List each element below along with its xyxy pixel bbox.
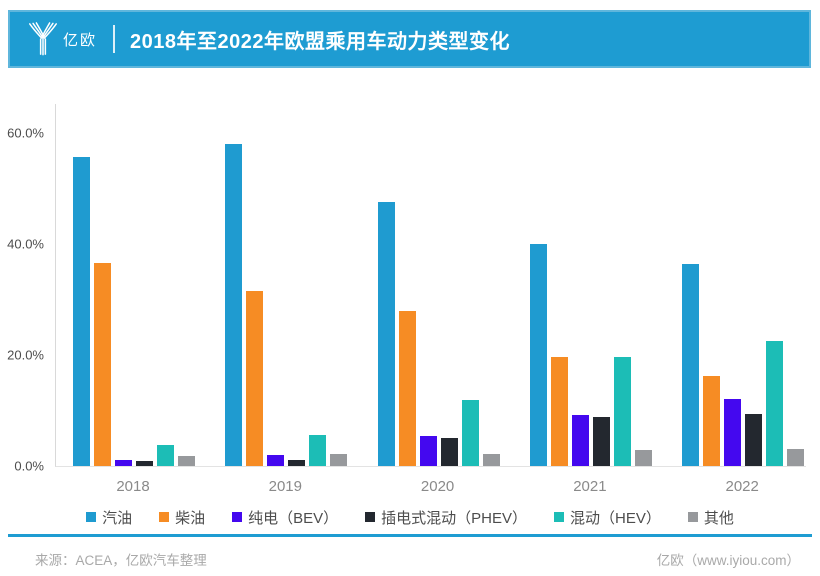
legend-label: 插电式混动（PHEV） (381, 509, 528, 527)
legend-swatch-icon (159, 512, 170, 522)
x-tick-label-2020: 2020 (420, 478, 455, 495)
bar-纯电（BEV）-2020 (419, 436, 437, 466)
bar-汽油-2019 (225, 143, 243, 466)
legend-swatch-icon (687, 512, 698, 522)
legend-label: 其他 (703, 509, 734, 527)
bar-纯电（BEV）-2018 (115, 460, 132, 466)
y-tick-label-20: 20.0% (7, 347, 44, 363)
bar-其他-2021 (634, 450, 652, 466)
bar-纯电（BEV）-2019 (267, 455, 285, 466)
legend-swatch-icon (232, 512, 243, 522)
y-tick-label-40: 40.0% (7, 236, 44, 252)
bar-插电式混动（PHEV）-2020 (440, 437, 458, 466)
legend-item-汽油: 汽油 (86, 507, 132, 528)
legend-swatch-icon (86, 512, 97, 522)
bar-纯电（BEV）-2021 (571, 415, 589, 466)
bar-混动（HEV）-2021 (613, 356, 631, 466)
bar-汽油-2021 (529, 243, 547, 466)
bar-chart-plot-area (55, 104, 806, 467)
footer: 来源：ACEA，亿欧汽车整理 亿欧（www.iyiou.com） (35, 549, 800, 569)
legend-label: 混动（HEV） (570, 509, 661, 527)
bar-柴油-2018 (94, 263, 111, 466)
bar-混动（HEV）-2020 (461, 399, 479, 466)
bar-汽油-2022 (682, 263, 700, 466)
bar-其他-2022 (787, 449, 805, 466)
x-tick-label-2018: 2018 (116, 478, 150, 495)
x-tick-label-2019: 2019 (268, 478, 302, 495)
bar-柴油-2020 (398, 310, 416, 466)
legend-swatch-icon (365, 512, 376, 522)
bar-汽油-2018 (73, 156, 90, 466)
legend-item-插电式混动（PHEV）: 插电式混动（PHEV） (365, 507, 527, 528)
credit-text: 亿欧（www.iyiou.com） (656, 553, 800, 568)
source-text: 来源：ACEA，亿欧汽车整理 (35, 553, 207, 568)
bar-混动（HEV）-2019 (309, 434, 327, 466)
legend-item-混动（HEV）: 混动（HEV） (554, 507, 661, 528)
bar-插电式混动（PHEV）-2022 (745, 414, 763, 466)
header-banner: 亿欧 2018年至2022年欧盟乘用车动力类型变化 (8, 10, 811, 68)
bar-混动（HEV）-2022 (766, 340, 784, 466)
page-title: 2018年至2022年欧盟乘用车动力类型变化 (130, 30, 510, 53)
bar-汽油-2020 (377, 202, 395, 466)
bar-纯电（BEV）-2022 (724, 398, 742, 466)
footer-divider-line (8, 534, 812, 537)
bar-其他-2019 (330, 454, 348, 466)
legend-swatch-icon (554, 512, 565, 522)
x-tick-label-2022: 2022 (725, 478, 759, 495)
bar-插电式混动（PHEV）-2019 (288, 459, 306, 466)
legend-label: 纯电（BEV） (248, 509, 339, 527)
bar-混动（HEV）-2018 (157, 444, 174, 466)
legend-item-其他: 其他 (687, 507, 734, 528)
y-axis: 0.0% 20.0% 40.0% 60.0% (0, 104, 50, 473)
legend-item-纯电（BEV）: 纯电（BEV） (232, 507, 338, 528)
bar-插电式混动（PHEV）-2021 (592, 416, 610, 466)
x-tick-label-2021: 2021 (573, 478, 607, 495)
chart-legend: 汽油 柴油 纯电（BEV） 插电式混动（PHEV） 混动（HEV） 其他 (0, 506, 820, 528)
bar-柴油-2021 (550, 357, 568, 466)
legend-item-柴油: 柴油 (159, 507, 205, 528)
y-tick-label-60: 60.0% (7, 125, 44, 141)
bar-柴油-2022 (703, 376, 721, 466)
y-tick-label-0: 0.0% (14, 458, 44, 474)
iyiou-logo-icon (29, 22, 57, 56)
bar-其他-2018 (178, 456, 195, 466)
legend-label: 柴油 (175, 509, 206, 527)
legend-label: 汽油 (102, 509, 133, 527)
bar-其他-2020 (482, 454, 500, 466)
banner-divider (113, 25, 116, 53)
brand-name: 亿欧 (63, 31, 98, 49)
bar-插电式混动（PHEV）-2018 (136, 461, 153, 466)
bar-柴油-2019 (246, 291, 264, 466)
